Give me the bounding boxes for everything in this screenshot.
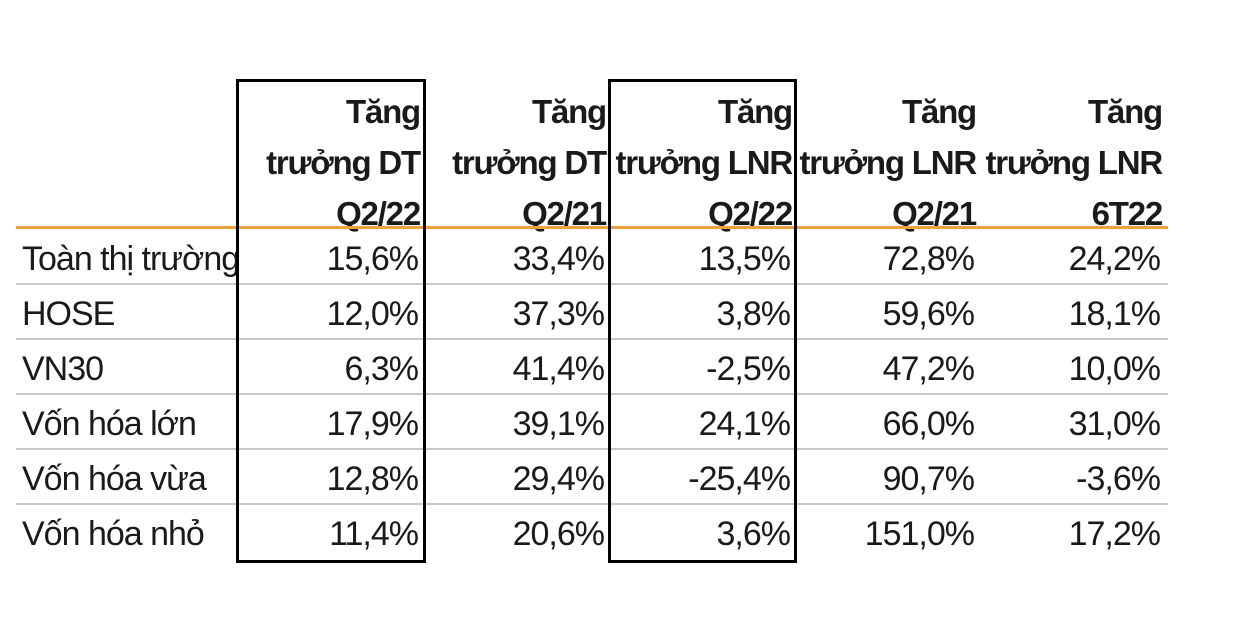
cell-3-2: 41,4% bbox=[512, 350, 605, 388]
header-col-2: Tăng trưởng DT Q2/21 bbox=[418, 86, 607, 232]
header-col-4-line-2: trưởng LNR bbox=[799, 144, 978, 181]
cell-4-5: 31,0% bbox=[1068, 405, 1161, 443]
header-col-3: Tăng trưởng LNR Q2/22 bbox=[604, 86, 794, 232]
header-col-4-line-1: Tăng bbox=[901, 93, 977, 130]
cell-6-3: 3,6% bbox=[716, 515, 792, 553]
cell-4-1: 17,9% bbox=[326, 405, 419, 443]
header-col-5: Tăng trưởng LNR 6T22 bbox=[974, 86, 1164, 232]
header-col-3-line-2: trưởng LNR bbox=[615, 144, 794, 181]
cell-3-4: 47,2% bbox=[882, 350, 975, 388]
row-label-6: Vốn hóa nhỏ bbox=[22, 515, 205, 553]
cell-5-3: -25,4% bbox=[688, 460, 791, 498]
cell-1-1: 15,6% bbox=[326, 240, 419, 278]
row-divider bbox=[16, 503, 1168, 505]
highlight-box-col-3 bbox=[608, 79, 797, 563]
row-divider bbox=[16, 283, 1168, 285]
cell-2-1: 12,0% bbox=[326, 295, 419, 333]
row-label-1: Toàn thị trường bbox=[22, 240, 240, 278]
header-col-1: Tăng trưởng DT Q2/22 bbox=[232, 86, 421, 232]
row-label-5: Vốn hóa vừa bbox=[22, 460, 207, 498]
cell-3-5: 10,0% bbox=[1068, 350, 1161, 388]
cell-2-5: 18,1% bbox=[1068, 295, 1161, 333]
row-divider bbox=[16, 448, 1168, 450]
header-col-5-line-3: 6T22 bbox=[1091, 195, 1164, 232]
row-label-2: HOSE bbox=[22, 295, 115, 333]
header-col-4-line-3: Q2/21 bbox=[892, 195, 977, 232]
header-col-3-line-1: Tăng bbox=[717, 93, 793, 130]
cell-1-2: 33,4% bbox=[512, 240, 605, 278]
cell-4-2: 39,1% bbox=[512, 405, 605, 443]
cell-5-5: -3,6% bbox=[1076, 460, 1161, 498]
row-label-4: Vốn hóa lớn bbox=[22, 405, 197, 443]
highlight-box-col-1 bbox=[236, 79, 426, 563]
cell-2-3: 3,8% bbox=[716, 295, 792, 333]
cell-5-1: 12,8% bbox=[326, 460, 419, 498]
header-col-5-line-1: Tăng bbox=[1087, 93, 1163, 130]
header-col-4: Tăng trưởng LNR Q2/21 bbox=[788, 86, 978, 232]
header-col-3-line-3: Q2/22 bbox=[708, 195, 793, 232]
cell-5-4: 90,7% bbox=[882, 460, 975, 498]
cell-4-4: 66,0% bbox=[882, 405, 975, 443]
cell-6-4: 151,0% bbox=[864, 515, 975, 553]
cell-6-2: 20,6% bbox=[512, 515, 605, 553]
cell-3-1: 6,3% bbox=[344, 350, 420, 388]
cell-5-2: 29,4% bbox=[512, 460, 605, 498]
cell-6-1: 11,4% bbox=[329, 515, 419, 553]
row-divider bbox=[16, 338, 1168, 340]
cell-2-2: 37,3% bbox=[512, 295, 605, 333]
cell-1-5: 24,2% bbox=[1068, 240, 1161, 278]
header-col-5-line-2: trưởng LNR bbox=[985, 144, 1164, 181]
header-col-1-line-3: Q2/22 bbox=[336, 195, 421, 232]
header-col-2-line-1: Tăng bbox=[531, 93, 607, 130]
row-label-3: VN30 bbox=[22, 350, 104, 388]
header-rule bbox=[16, 226, 1168, 229]
header-col-2-line-2: trưởng DT bbox=[452, 144, 607, 181]
cell-1-3: 13,5% bbox=[698, 240, 791, 278]
cell-2-4: 59,6% bbox=[882, 295, 975, 333]
cell-3-3: -2,5% bbox=[706, 350, 791, 388]
cell-6-5: 17,2% bbox=[1068, 515, 1161, 553]
cell-1-4: 72,8% bbox=[882, 240, 975, 278]
header-col-1-line-2: trưởng DT bbox=[266, 144, 421, 181]
header-col-1-line-1: Tăng bbox=[345, 93, 421, 130]
cell-4-3: 24,1% bbox=[698, 405, 791, 443]
row-divider bbox=[16, 393, 1168, 395]
header-col-2-line-3: Q2/21 bbox=[522, 195, 607, 232]
